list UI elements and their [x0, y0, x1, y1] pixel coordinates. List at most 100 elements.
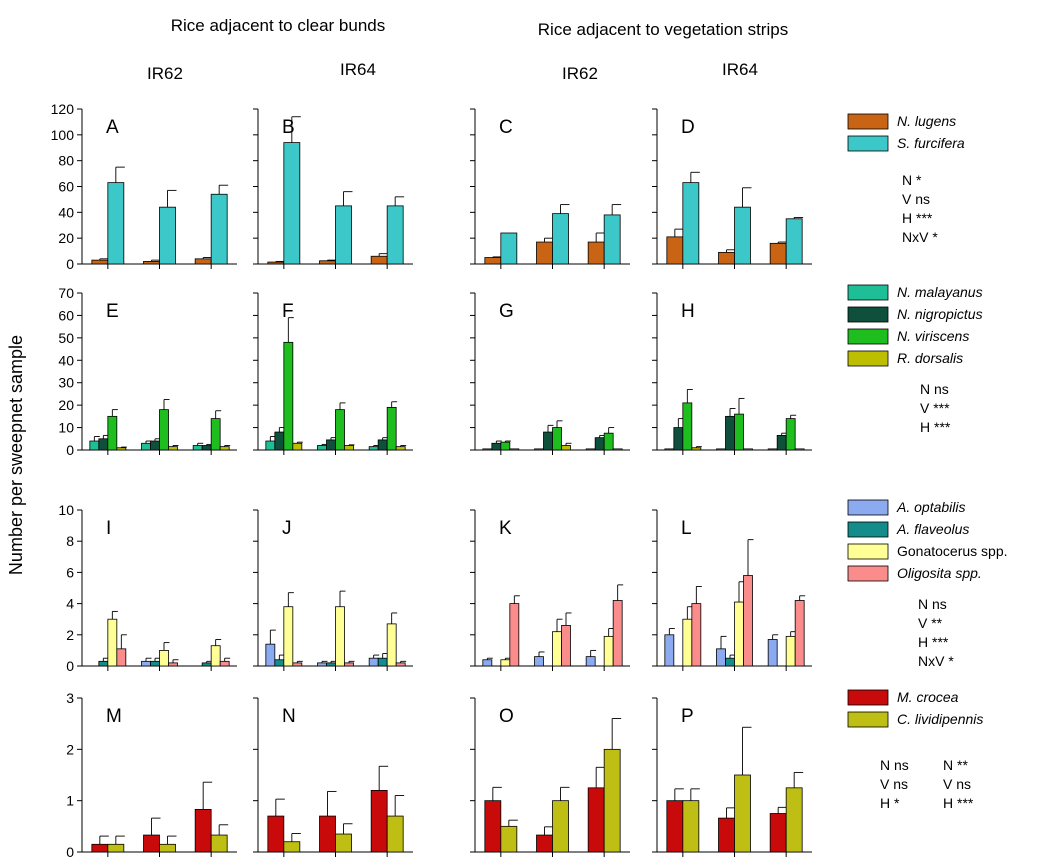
bar: [326, 439, 336, 451]
legend-swatch: [847, 711, 889, 728]
bar: [265, 440, 276, 451]
panel-letter: G: [499, 301, 514, 322]
stats-label: N ns: [918, 596, 947, 612]
y-tick-label: 40: [58, 352, 74, 368]
y-tick-label: 0: [66, 442, 74, 458]
bar: [734, 413, 744, 451]
y-tick-label: 60: [58, 179, 74, 195]
legend-label: R. dorsalis: [897, 350, 963, 366]
bar: [219, 446, 230, 451]
y-tick-label: 80: [58, 153, 74, 169]
y-tick-label: 50: [58, 330, 74, 346]
bar: [335, 409, 345, 451]
stats-label: N **: [943, 757, 968, 773]
bar: [98, 438, 109, 451]
bar: [292, 442, 303, 451]
bar: [716, 448, 726, 451]
bar: [666, 800, 684, 853]
bar: [344, 445, 354, 451]
bar: [386, 205, 404, 265]
bar: [664, 448, 675, 451]
bar: [767, 448, 778, 451]
bar: [585, 448, 596, 451]
panel-letter: P: [681, 706, 694, 727]
bar: [673, 427, 684, 451]
y-axis-label: Number per sweepnet sample: [6, 335, 26, 575]
y-tick-label: 0: [66, 844, 74, 859]
bar: [210, 834, 228, 853]
bar: [317, 445, 327, 451]
bar: [587, 241, 605, 265]
bar: [335, 833, 352, 853]
bar: [734, 601, 744, 667]
bar: [785, 218, 803, 265]
y-tick-label: 3: [66, 690, 74, 706]
bar: [283, 606, 294, 667]
chart-panel: J: [253, 509, 413, 671]
bar: [500, 441, 511, 451]
y-tick-label: 8: [66, 533, 74, 549]
bar: [91, 259, 109, 265]
bar: [319, 815, 336, 853]
bar: [664, 634, 675, 667]
bar: [682, 800, 700, 853]
legend-label: N. viriscens: [897, 328, 969, 344]
bar: [141, 442, 151, 451]
bar: [89, 440, 100, 451]
y-tick-label: 120: [51, 101, 75, 117]
bar: [368, 446, 379, 451]
panel-letter: K: [499, 518, 512, 539]
legend-label: C. lividipennis: [897, 711, 983, 727]
bar: [725, 415, 735, 451]
bar: [159, 206, 176, 265]
bar: [794, 448, 805, 451]
bar: [91, 843, 109, 853]
bar: [552, 213, 569, 265]
legend-label: Oligosita spp.: [897, 565, 982, 581]
legend-swatch: [847, 113, 889, 130]
stats-label: V ns: [943, 776, 971, 792]
bar: [326, 662, 336, 667]
bar: [107, 182, 125, 265]
y-tick-label: 4: [66, 596, 74, 612]
stats-label: NxV *: [918, 653, 954, 669]
stats-label: H *: [880, 795, 900, 811]
bar: [335, 606, 345, 667]
bar: [395, 662, 406, 667]
y-tick-label: 40: [58, 204, 74, 220]
bar: [116, 648, 127, 667]
bar: [594, 437, 605, 451]
bar: [168, 446, 178, 451]
y-tick-label: 10: [58, 502, 74, 518]
bar: [482, 659, 493, 667]
bar: [150, 660, 160, 667]
panel-letter: F: [282, 301, 294, 322]
bar: [536, 834, 553, 853]
bar: [785, 787, 803, 853]
bar: [509, 448, 520, 451]
column-label-4: IR64: [722, 60, 758, 79]
y-tick-label: 100: [51, 127, 75, 143]
bar: [143, 261, 160, 265]
y-tick-label: 30: [58, 375, 74, 391]
chart-panel: K: [470, 509, 630, 671]
stats-label: V **: [918, 615, 943, 631]
bar: [377, 657, 388, 667]
stats-label: H ***: [902, 210, 933, 226]
bar: [585, 656, 596, 667]
bar: [785, 635, 796, 667]
legend-label: A. optabilis: [896, 499, 965, 515]
bar: [769, 242, 787, 265]
panel-letter: B: [282, 117, 295, 138]
bar: [682, 618, 693, 667]
bar: [283, 142, 301, 265]
stats-label: N ns: [880, 757, 909, 773]
bar: [536, 241, 553, 265]
stats-label: NxV *: [902, 229, 938, 245]
panel-letter: O: [499, 706, 514, 727]
bar: [377, 439, 388, 451]
y-tick-label: 60: [58, 307, 74, 323]
y-tick-label: 20: [58, 230, 74, 246]
bar: [587, 787, 605, 853]
